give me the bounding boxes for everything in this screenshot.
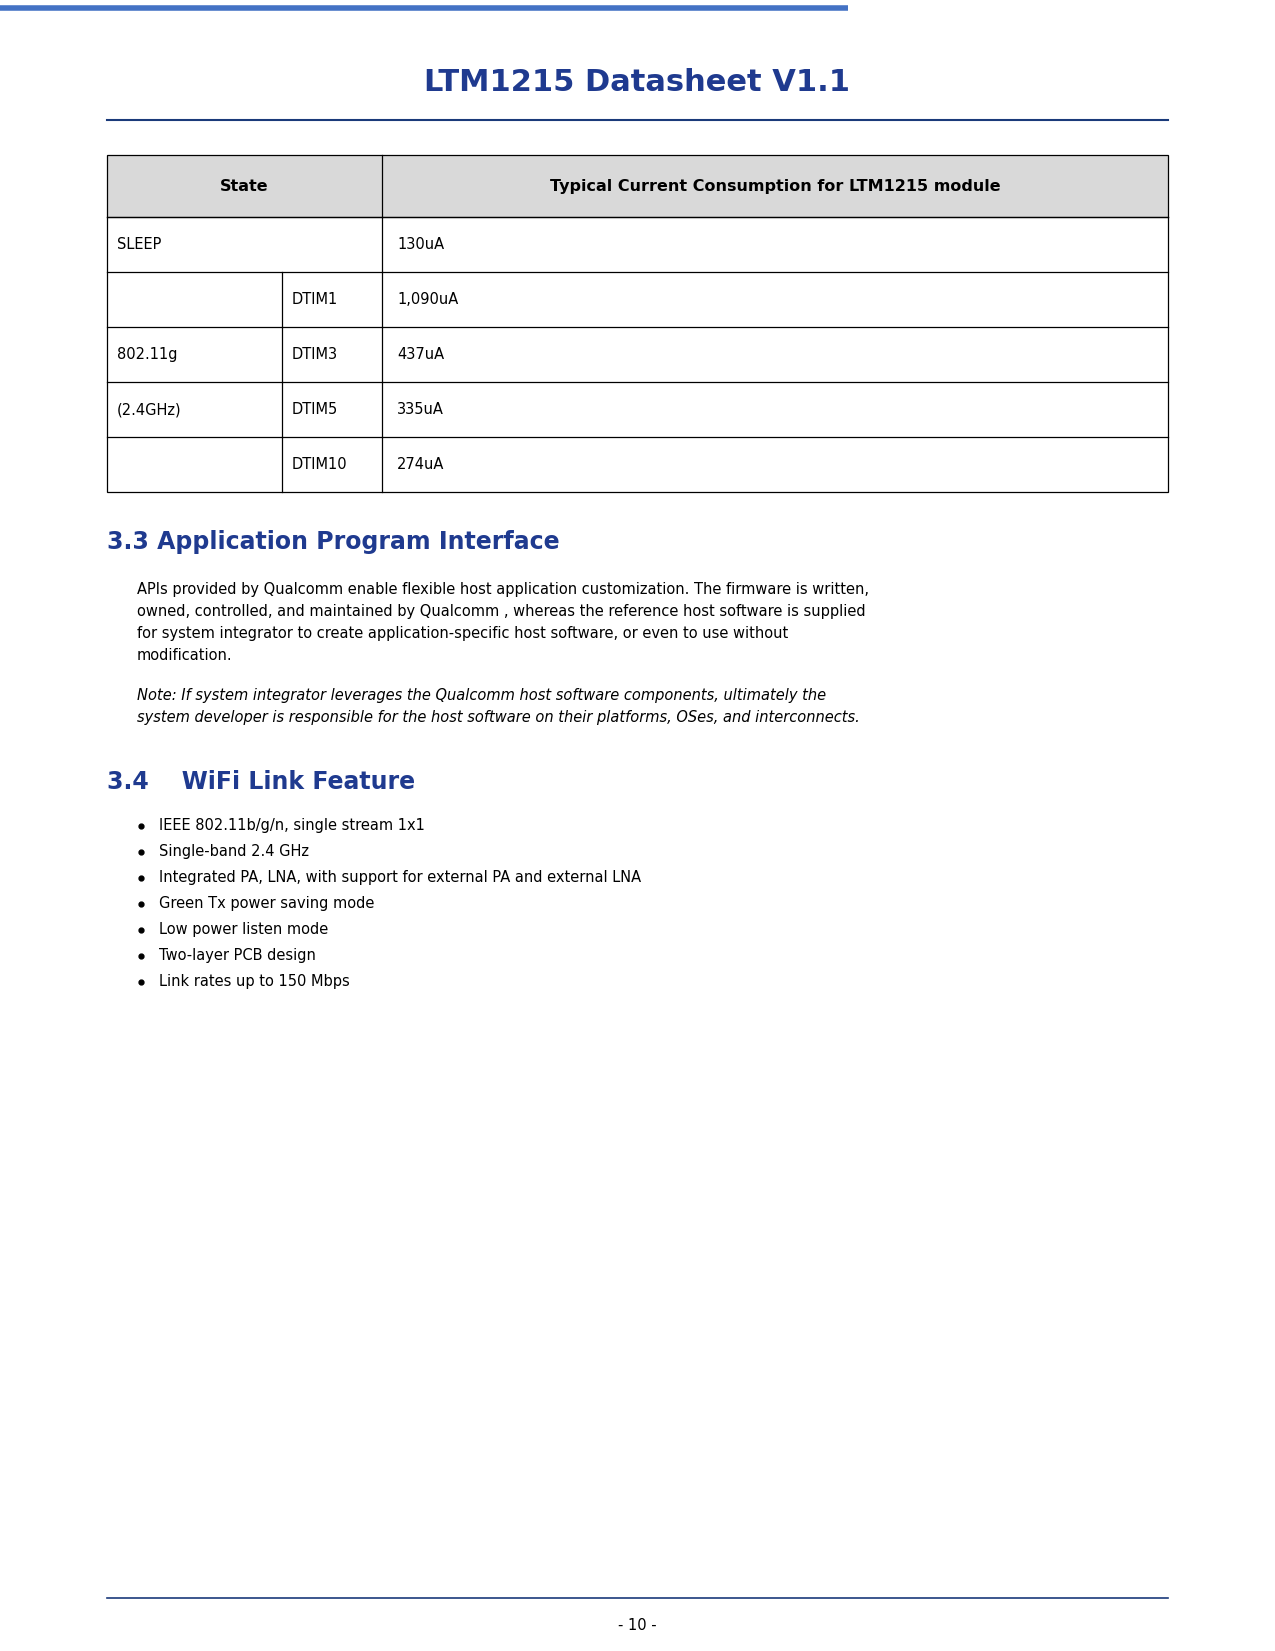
- Text: 3.3 Application Program Interface: 3.3 Application Program Interface: [107, 530, 560, 555]
- Text: owned, controlled, and maintained by Qualcomm , whereas the reference host softw: owned, controlled, and maintained by Qua…: [136, 604, 866, 619]
- Text: Two-layer PCB design: Two-layer PCB design: [159, 948, 316, 963]
- Bar: [107, 155, 1168, 492]
- Text: 1,090uA: 1,090uA: [397, 292, 458, 307]
- Text: 437uA: 437uA: [397, 347, 444, 362]
- Text: (2.4GHz): (2.4GHz): [117, 401, 181, 418]
- Text: State: State: [221, 178, 269, 193]
- Text: 274uA: 274uA: [397, 457, 445, 472]
- Text: 3.4    WiFi Link Feature: 3.4 WiFi Link Feature: [107, 769, 416, 794]
- Text: - 10 -: - 10 -: [617, 1618, 657, 1633]
- Text: Single-band 2.4 GHz: Single-band 2.4 GHz: [159, 844, 309, 859]
- Text: DTIM10: DTIM10: [292, 457, 348, 472]
- Text: SLEEP: SLEEP: [117, 238, 162, 253]
- Text: modification.: modification.: [136, 647, 232, 664]
- Text: Low power listen mode: Low power listen mode: [159, 921, 328, 938]
- Text: Green Tx power saving mode: Green Tx power saving mode: [159, 896, 375, 911]
- Text: 130uA: 130uA: [397, 238, 444, 253]
- Text: IEEE 802.11b/g/n, single stream 1x1: IEEE 802.11b/g/n, single stream 1x1: [159, 817, 425, 834]
- Text: DTIM1: DTIM1: [292, 292, 338, 307]
- Text: Link rates up to 150 Mbps: Link rates up to 150 Mbps: [159, 974, 349, 989]
- Text: 335uA: 335uA: [397, 401, 444, 418]
- Text: Integrated PA, LNA, with support for external PA and external LNA: Integrated PA, LNA, with support for ext…: [159, 870, 641, 885]
- Text: DTIM3: DTIM3: [292, 347, 338, 362]
- Text: LTM1215 Datasheet V1.1: LTM1215 Datasheet V1.1: [425, 68, 850, 96]
- Text: Note: If system integrator leverages the Qualcomm host software components, ulti: Note: If system integrator leverages the…: [136, 688, 826, 703]
- Text: for system integrator to create application-specific host software, or even to u: for system integrator to create applicat…: [136, 626, 788, 641]
- Text: APIs provided by Qualcomm enable flexible host application customization. The fi: APIs provided by Qualcomm enable flexibl…: [136, 583, 870, 598]
- Text: DTIM5: DTIM5: [292, 401, 338, 418]
- Text: system developer is responsible for the host software on their platforms, OSes, : system developer is responsible for the …: [136, 710, 859, 725]
- Bar: [107, 155, 1168, 216]
- Text: Typical Current Consumption for LTM1215 module: Typical Current Consumption for LTM1215 …: [550, 178, 1001, 193]
- Text: 802.11g: 802.11g: [117, 347, 177, 362]
